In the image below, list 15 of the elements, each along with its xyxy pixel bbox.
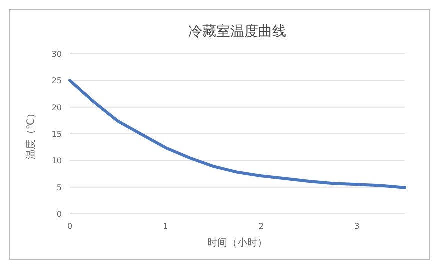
y-tick-label: 30: [52, 50, 62, 59]
x-tick-label: 0: [67, 222, 73, 231]
y-tick-label: 25: [52, 76, 62, 86]
y-axis-title: 温度（℃）: [25, 108, 37, 160]
y-tick-label: 0: [56, 210, 62, 219]
x-tick-label: 2: [258, 222, 264, 231]
y-tick-label: 20: [52, 103, 62, 112]
x-axis-title: 时间（小时）: [208, 237, 268, 249]
y-tick-label: 5: [56, 183, 62, 192]
x-tick-label: 3: [354, 222, 360, 231]
y-tick-label: 15: [52, 130, 62, 139]
x-tick-label: 1: [163, 222, 168, 231]
chart-title: 冷藏室温度曲线: [188, 24, 286, 40]
y-tick-label: 10: [52, 156, 62, 166]
line-series: [68, 79, 406, 190]
